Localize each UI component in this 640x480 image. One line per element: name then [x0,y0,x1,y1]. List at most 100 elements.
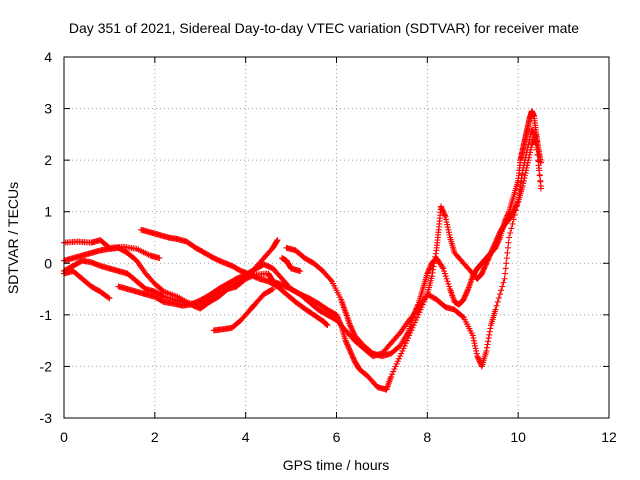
data-point [474,353,481,360]
data-point [414,302,421,309]
data-point [348,350,355,357]
data-point [483,347,490,354]
data-point [445,226,452,233]
data-point [349,354,356,361]
data-point [481,264,488,271]
data-point [426,266,433,273]
chart-title: Day 351 of 2021, Sidereal Day-to-day VTE… [69,20,579,36]
data-point [476,358,483,365]
data-point [525,154,532,161]
data-point [512,204,519,211]
data-point [428,273,435,280]
data-point [482,262,489,269]
data-point [493,238,500,245]
data-point [347,349,354,356]
axis-ticks [63,56,610,419]
series-track-7 [210,286,276,334]
data-point [470,335,477,342]
data-point [493,302,500,309]
data-point [520,180,527,187]
data-point [389,371,396,378]
data-point [500,279,507,286]
data-point [480,266,487,273]
x-tick-label: 4 [242,429,250,445]
series-track-9 [279,255,304,275]
data-point [510,208,517,215]
data-point [473,347,480,354]
data-point [390,368,397,375]
data-point [269,286,276,293]
data-point [342,337,349,344]
x-axis: 0 2 4 6 8 10 12 [60,429,617,445]
data-point [439,264,446,271]
data-point [327,277,334,284]
data-point [443,219,450,226]
data-point [520,177,527,184]
data-point [533,138,540,145]
data-point [344,342,351,349]
series-track-1 [61,237,163,262]
data-point [333,311,340,318]
data-point [462,291,469,298]
data-point [506,234,513,241]
data-point [442,213,449,220]
data-point [528,141,535,148]
y-tick-label: 3 [44,101,52,117]
data-point [481,265,488,272]
data-point [521,175,528,182]
data-point [475,355,482,362]
data-point [398,350,405,357]
data-point [508,225,515,232]
x-tick-label: 12 [601,429,617,445]
data-point [413,305,420,312]
data-point [535,157,542,164]
data-point [478,270,485,277]
data-point [440,210,447,217]
data-point [343,338,350,345]
data-point [399,347,406,354]
data-point [463,289,470,296]
data-point [509,220,516,227]
data-point [532,133,539,140]
data-point [464,287,471,294]
data-point [347,322,354,329]
data-point [511,206,518,213]
data-point [441,268,448,275]
data-point [393,360,400,367]
data-point [502,270,509,277]
data-point [388,373,394,380]
data-point [461,293,468,300]
data-point [441,212,448,219]
data-point [523,164,530,171]
data-point [489,247,496,254]
data-point [343,340,350,347]
data-point [424,270,431,277]
data-point [503,260,510,267]
data-point [429,269,436,276]
data-point [486,328,493,335]
data-point [512,203,519,210]
data-point [532,132,539,139]
data-point [486,331,493,338]
data-point [411,309,418,316]
data-point [493,237,500,244]
data-point [350,329,357,336]
data-point [471,340,478,347]
data-point [521,172,528,179]
data-point [414,304,421,311]
data-point [156,255,163,262]
data-point [411,310,418,317]
data-point [437,203,444,210]
x-tick-label: 2 [151,429,159,445]
data-point [392,363,399,370]
data-point [446,231,453,238]
data-point [527,146,534,153]
data-point [394,358,401,365]
data-point [461,295,468,302]
data-point [535,151,542,158]
y-tick-label: 4 [44,49,52,65]
data-point [499,283,506,290]
data-point [443,275,450,282]
data-point [533,131,540,138]
